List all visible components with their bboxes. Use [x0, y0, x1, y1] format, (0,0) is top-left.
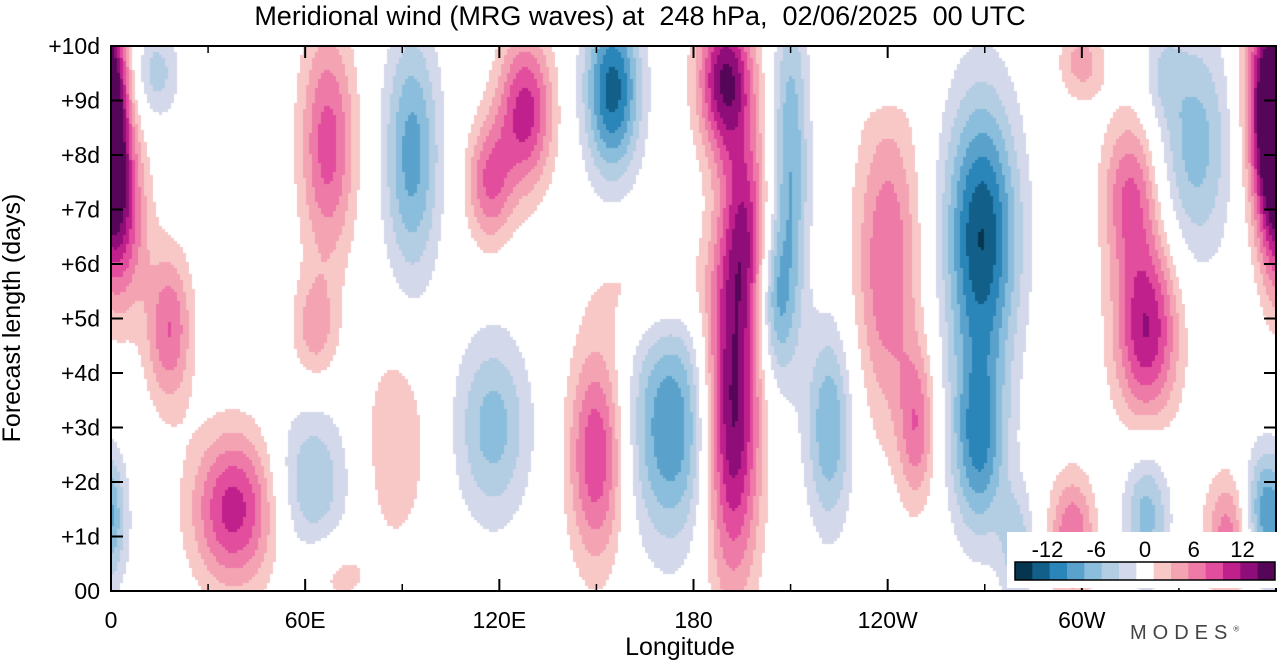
- x-axis-label: Longitude: [625, 633, 735, 661]
- colorbar-swatch: [1240, 562, 1259, 580]
- x-tick-label: 0: [105, 607, 118, 633]
- y-tick-label: +9d: [61, 88, 100, 114]
- colorbar-swatch: [1257, 562, 1276, 580]
- registered-mark: ®: [1233, 624, 1240, 634]
- modes-logo: MODES®: [1130, 622, 1239, 645]
- x-axis: 0 60E 120E 180 120W 60W: [105, 46, 1180, 633]
- colorbar-swatch: [1223, 562, 1241, 580]
- wind-field-raster: [111, 46, 1276, 591]
- wind-field-heatmap: [111, 46, 1276, 591]
- colorbar-swatch: [1171, 562, 1189, 580]
- y-tick-label: +2d: [61, 469, 100, 495]
- colorbar-label: 6: [1188, 537, 1200, 562]
- y-axis-label: Forecast length (days): [0, 193, 26, 443]
- x-tick-label: 60W: [1058, 607, 1106, 633]
- y-tick-label: +5d: [61, 306, 100, 332]
- colorbar-swatch: [1188, 562, 1207, 580]
- colorbar-label: -12: [1032, 537, 1064, 562]
- modes-logo-text: MODES: [1130, 622, 1234, 644]
- colorbar-swatch: [1049, 562, 1068, 580]
- colorbar-swatch: [1119, 562, 1137, 580]
- y-tick-label: 00: [74, 578, 100, 604]
- colorbar-swatch: [1153, 562, 1172, 580]
- y-tick-label: +8d: [61, 142, 100, 168]
- x-tick-label: 120E: [472, 607, 526, 633]
- colorbar-label: -6: [1086, 537, 1106, 562]
- colorbar-swatch: [1205, 562, 1224, 580]
- colorbar-label: 0: [1139, 537, 1151, 562]
- y-tick-label: +4d: [61, 360, 100, 386]
- colorbar-label: 12: [1230, 537, 1254, 562]
- colorbar-swatch: [1032, 562, 1051, 580]
- colorbar-swatch: [1067, 562, 1085, 580]
- y-tick-label: +1d: [61, 524, 100, 550]
- colorbar-swatch: [1101, 562, 1120, 580]
- y-tick-label: +7d: [61, 197, 100, 223]
- chart-title: Meridional wind (MRG waves) at 248 hPa, …: [254, 1, 1026, 31]
- colorbar-swatch: [1136, 562, 1155, 580]
- colorbar-swatch: [1084, 562, 1103, 580]
- colorbar-swatch: [1015, 562, 1033, 580]
- colorbar-frame: [1014, 561, 1276, 581]
- x-tick-label: 180: [674, 607, 712, 633]
- colorbar: -12 -6 0 6 12: [1007, 532, 1280, 588]
- x-tick-label: 120W: [858, 607, 918, 633]
- y-tick-label: +3d: [61, 415, 100, 441]
- y-tick-label: +10d: [48, 33, 100, 59]
- y-axis: 00 +1d +2d +3d +4d +5d +6d +7d +8d +9d +10d: [48, 33, 1276, 604]
- x-tick-label: 60E: [285, 607, 326, 633]
- y-tick-label: +6d: [61, 251, 100, 277]
